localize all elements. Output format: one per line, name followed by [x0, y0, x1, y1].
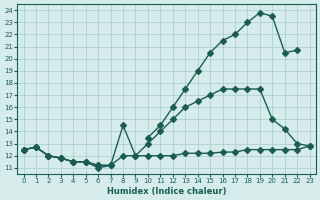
X-axis label: Humidex (Indice chaleur): Humidex (Indice chaleur): [107, 187, 226, 196]
